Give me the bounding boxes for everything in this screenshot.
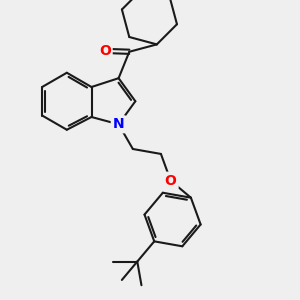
- Text: N: N: [113, 117, 124, 131]
- Text: O: O: [99, 44, 111, 58]
- Text: O: O: [165, 174, 177, 188]
